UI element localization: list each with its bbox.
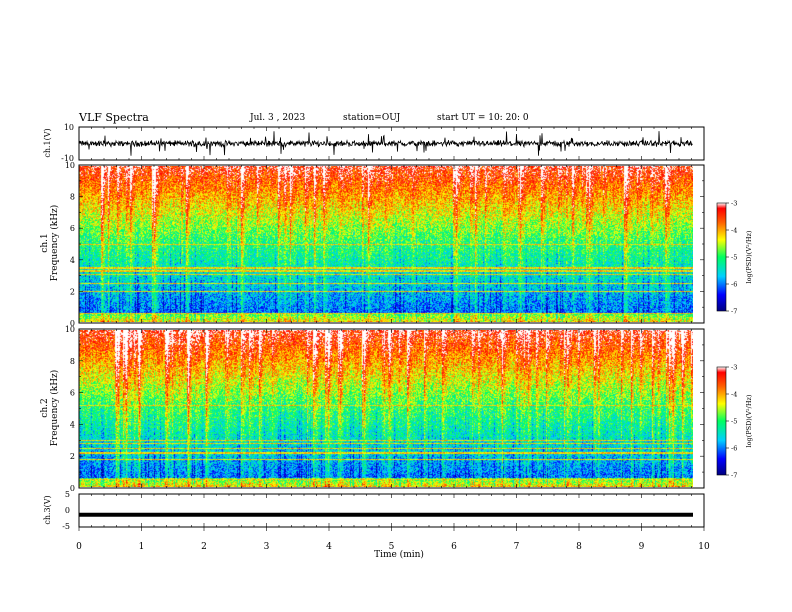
ch3-ytick-middle: 0 bbox=[65, 506, 70, 515]
time-tick-label: 5 bbox=[389, 542, 395, 552]
frequency-tick-label: 6 bbox=[70, 224, 75, 233]
date-label: Jul. 3 , 2023 bbox=[250, 113, 306, 123]
ch3-waveform-panel: 5 0 -5 ch.3(V) bbox=[43, 490, 705, 531]
ch2-colorbar-label: log(PSD)(V²/Hz) bbox=[745, 394, 753, 447]
ch3-waveform-frame bbox=[78, 493, 705, 528]
frequency-tick-label: 8 bbox=[70, 357, 75, 366]
frequency-tick-label: 4 bbox=[70, 420, 75, 429]
ch1-ytick-bottom: -10 bbox=[61, 154, 74, 163]
time-tick-label: 2 bbox=[201, 542, 207, 552]
frequency-tick-label: 4 bbox=[70, 256, 75, 265]
colorbar-tick-label: -5 bbox=[731, 254, 737, 262]
time-tick-label: 1 bbox=[139, 542, 145, 552]
time-tick-label: 7 bbox=[514, 542, 520, 552]
frequency-tick-label: 8 bbox=[70, 193, 75, 202]
colorbar-tick-label: -3 bbox=[731, 364, 737, 372]
ch3-ytick-top: 5 bbox=[65, 490, 70, 499]
frequency-tick-label: 0 bbox=[70, 319, 75, 328]
time-tick-label: 8 bbox=[576, 542, 582, 552]
colorbar-tick-label: -3 bbox=[731, 200, 737, 208]
ch1-frequency-ylabel: Frequency (kHz) bbox=[49, 205, 60, 282]
ch2-frequency-ylabel: Frequency (kHz) bbox=[49, 370, 60, 447]
ch2-colorbar bbox=[716, 366, 727, 476]
ch1-waveform-line bbox=[79, 131, 693, 156]
ch3-ytick-bottom: -5 bbox=[62, 522, 70, 531]
colorbar-tick-label: -7 bbox=[731, 308, 737, 316]
colorbar-tick-label: -4 bbox=[731, 227, 737, 235]
frequency-tick-label: 10 bbox=[65, 325, 75, 334]
ch2-spectrogram-yticks: 0 2 4 6 8 10 bbox=[65, 325, 705, 493]
ch3-waveform-ylabel: ch.3(V) bbox=[43, 495, 52, 524]
ch1-channel-label: ch.1 bbox=[40, 233, 50, 252]
time-tick-label: 10 bbox=[698, 542, 710, 552]
frequency-tick-label: 2 bbox=[70, 287, 75, 296]
time-axis-ticks: 0 1 2 3 4 5 6 7 8 9 10 bbox=[76, 527, 710, 552]
colorbar-tick-label: -5 bbox=[731, 418, 737, 426]
time-tick-label: 3 bbox=[264, 542, 270, 552]
time-tick-label: 0 bbox=[76, 542, 82, 552]
time-axis-label: Time (min) bbox=[374, 549, 424, 560]
frequency-tick-label: 6 bbox=[70, 389, 75, 398]
ch1-waveform-ylabel: ch.1(V) bbox=[43, 128, 52, 157]
ch1-spectrogram-yticks: 0 2 4 6 8 10 bbox=[65, 161, 705, 328]
ch1-colorbar-ticks: -3 -4 -5 -6 -7 bbox=[726, 200, 737, 316]
station-label: station=OUJ bbox=[343, 113, 401, 123]
colorbar-tick-label: -6 bbox=[731, 445, 737, 453]
ch1-colorbar-label: log(PSD)(V²/Hz) bbox=[745, 230, 753, 283]
frequency-tick-label: 2 bbox=[70, 452, 75, 461]
time-tick-label: 9 bbox=[639, 542, 645, 552]
time-tick-label: 6 bbox=[451, 542, 457, 552]
ch2-channel-label: ch.2 bbox=[40, 398, 50, 417]
colorbar-tick-label: -6 bbox=[731, 281, 737, 289]
ch1-colorbar bbox=[716, 202, 727, 312]
ch1-ytick-top: 10 bbox=[64, 123, 74, 132]
start-time-label: start UT = 10: 20: 0 bbox=[437, 113, 529, 123]
ch1-waveform-panel: 10 -10 ch.1(V) bbox=[43, 123, 705, 163]
ch2-spectrogram-image bbox=[79, 330, 693, 487]
ch1-spectrogram-image bbox=[79, 166, 693, 322]
colorbar-tick-label: -7 bbox=[731, 472, 737, 480]
frequency-tick-label: 10 bbox=[65, 161, 75, 170]
ch2-colorbar-ticks: -3 -4 -5 -6 -7 bbox=[726, 364, 737, 480]
figure-title: VLF Spectra bbox=[79, 111, 149, 124]
colorbar-tick-label: -4 bbox=[731, 391, 737, 399]
time-tick-label: 4 bbox=[326, 542, 332, 552]
frequency-tick-label: 0 bbox=[70, 484, 75, 493]
